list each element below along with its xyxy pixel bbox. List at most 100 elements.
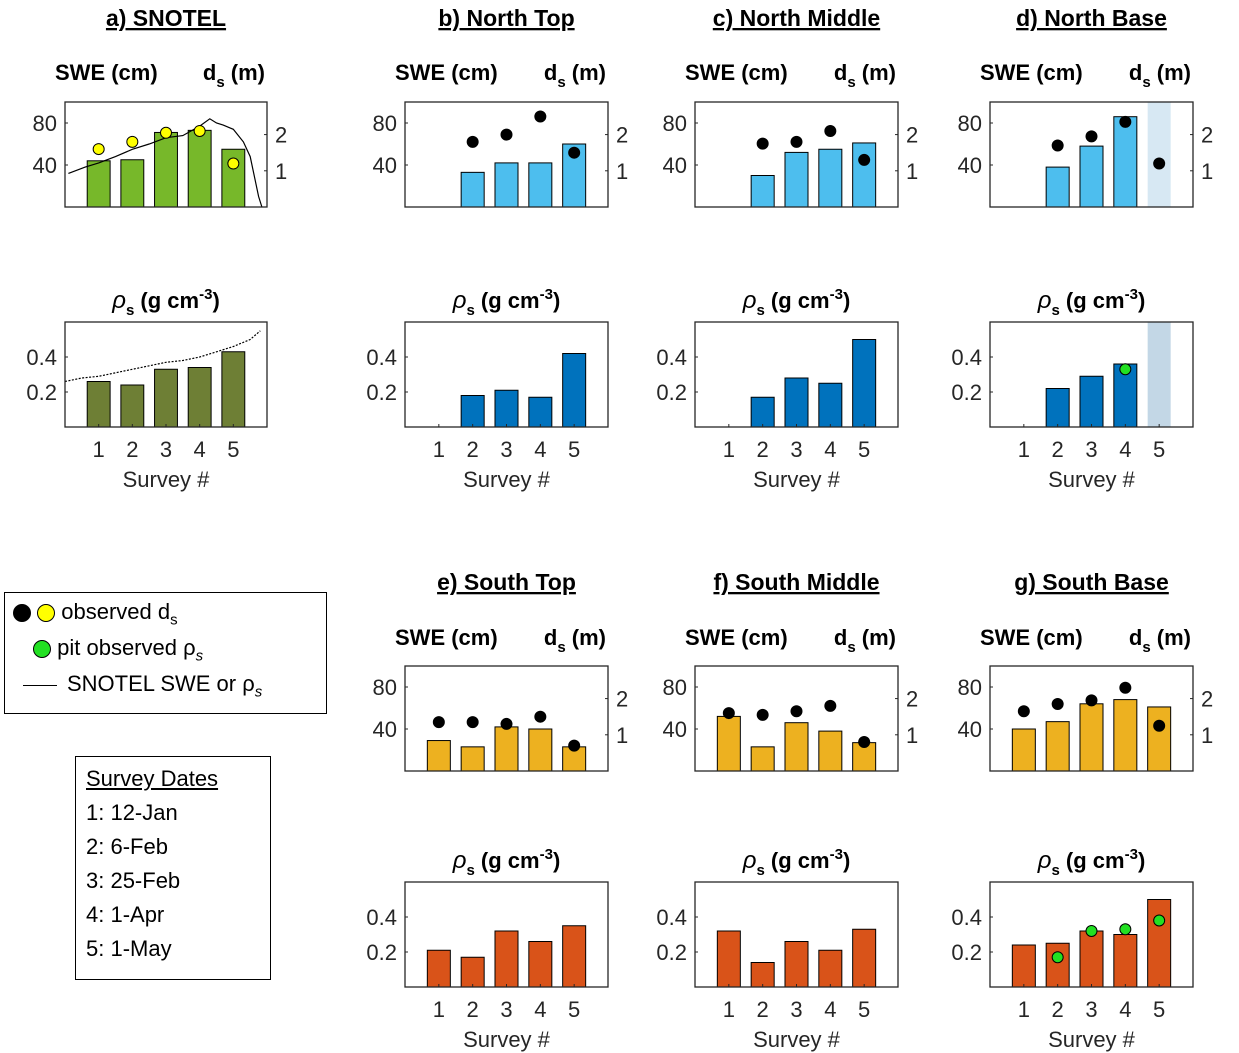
- ds-point: [824, 124, 837, 137]
- rho-bar: [1045, 942, 1070, 988]
- rho-bar: [154, 368, 178, 428]
- ds-point: [790, 135, 803, 148]
- ds-point: [500, 717, 513, 730]
- panel-title: e) South Top: [437, 569, 576, 595]
- swe-header: SWE (cm): [685, 625, 788, 650]
- rho-plot: 0.2 0.4 1 2 3 4 5 Survey #: [366, 321, 609, 492]
- black-dot-icon: [13, 604, 31, 623]
- ds-point: [756, 137, 769, 150]
- ds-point: [534, 110, 547, 123]
- y-tick-label: 0.2: [951, 380, 982, 405]
- swe-plot: 40 80 1 2: [373, 665, 628, 772]
- y2-tick-label: 1: [906, 159, 918, 184]
- rho-bar: [528, 396, 553, 428]
- y-tick-label: 40: [33, 153, 57, 178]
- ds-point: [1153, 719, 1166, 732]
- swe-plot: 40 80 1 2: [373, 101, 628, 208]
- ds-header: ds (m): [1129, 625, 1191, 656]
- y2-tick-label: 2: [1201, 687, 1213, 712]
- pit-rho-point: [1119, 363, 1132, 376]
- swe-plot: 40 80 1 2: [33, 101, 287, 208]
- x-tick-label: 2: [467, 997, 479, 1022]
- rho-bar: [818, 949, 843, 988]
- x-tick-label: 2: [1052, 437, 1064, 462]
- rho-bar: [1079, 375, 1104, 428]
- rho-bar: [1045, 388, 1070, 428]
- y-tick-label: 0.4: [26, 345, 57, 370]
- y-tick-label: 0.4: [366, 345, 397, 370]
- x-tick-label: 3: [790, 997, 802, 1022]
- x-tick-label: 5: [568, 437, 580, 462]
- rho-bar: [716, 930, 741, 988]
- rho-bar: [120, 384, 145, 428]
- legend-snotel-line-sub: s: [254, 683, 263, 701]
- rho-plot: 0.2 0.4 1 2 3 4 5 Survey #: [656, 881, 899, 1052]
- yellow-dot-icon: [37, 604, 56, 623]
- x-axis-label: Survey #: [753, 1027, 841, 1052]
- swe-bar: [1011, 728, 1036, 772]
- swe-bar: [784, 722, 809, 772]
- x-tick-label: 5: [227, 437, 239, 462]
- x-tick-label: 3: [1085, 437, 1097, 462]
- marker-legend: observed ds pit observed ρs SNOTEL SWE o…: [4, 592, 327, 714]
- ds-point: [432, 716, 445, 729]
- x-tick-label: 3: [500, 997, 512, 1022]
- rho-plot: 0.2 0.4 1 2 3 4 5 Survey #: [951, 881, 1194, 1052]
- y-tick-label: 0.2: [951, 940, 982, 965]
- x-tick-label: 2: [126, 437, 138, 462]
- rho-bar: [1113, 934, 1138, 988]
- rho-plot: 0.2 0.4 1 2 3 4 5 Survey #: [366, 881, 609, 1052]
- x-tick-label: 2: [757, 437, 769, 462]
- swe-bar: [750, 175, 775, 208]
- y-tick-label: 0.4: [656, 345, 687, 370]
- y-tick-label: 0.4: [656, 905, 687, 930]
- ds-point: [466, 135, 479, 148]
- panel-title: a) SNOTEL: [106, 5, 226, 31]
- x-axis-label: Survey #: [753, 467, 841, 492]
- ds-point: [92, 143, 105, 156]
- panel-title: f) South Middle: [713, 569, 879, 595]
- y-tick-label: 40: [373, 717, 397, 742]
- x-tick-label: 4: [194, 437, 206, 462]
- ds-header: ds (m): [834, 625, 896, 656]
- survey-dates-title: Survey Dates: [86, 766, 219, 791]
- x-tick-label: 5: [1153, 997, 1165, 1022]
- rho-bar: [426, 949, 451, 988]
- rho-bar: [784, 377, 809, 428]
- y2-tick-label: 2: [616, 687, 628, 712]
- ds-point: [160, 126, 172, 139]
- x-axis-label: Survey #: [463, 467, 551, 492]
- x-tick-label: 2: [467, 437, 479, 462]
- swe-axes-box: [989, 665, 1194, 772]
- y-tick-label: 80: [958, 675, 982, 700]
- y2-tick-label: 1: [616, 723, 628, 748]
- ds-point: [193, 124, 206, 137]
- swe-bar: [716, 715, 741, 772]
- ds-point: [126, 135, 139, 148]
- ds-point: [1153, 157, 1166, 170]
- y-tick-label: 80: [663, 675, 687, 700]
- y-tick-label: 0.2: [366, 380, 397, 405]
- swe-bar: [494, 726, 519, 772]
- legend-snotel-line: SNOTEL SWE or ρs: [23, 669, 263, 701]
- rho-bar: [221, 351, 246, 428]
- ds-header: ds (m): [1129, 60, 1191, 91]
- x-axis-label: Survey #: [123, 467, 211, 492]
- x-tick-label: 3: [500, 437, 512, 462]
- rho-header: ρs (g cm-3): [1037, 286, 1146, 319]
- rho-bar: [494, 389, 519, 428]
- ds-point: [1119, 115, 1132, 128]
- panel-title: c) North Middle: [713, 5, 880, 31]
- pit-rho-point: [1085, 925, 1098, 937]
- ds-point: [1051, 698, 1064, 711]
- x-tick-label: 1: [433, 997, 445, 1022]
- x-tick-label: 4: [1119, 997, 1131, 1022]
- swe-bar: [1113, 116, 1138, 208]
- rho-header: ρs (g cm-3): [742, 286, 851, 319]
- y-tick-label: 80: [33, 111, 57, 136]
- y-tick-label: 0.2: [26, 380, 57, 405]
- ds-header: ds (m): [544, 60, 606, 91]
- ds-point: [824, 699, 837, 712]
- swe-bar: [784, 151, 809, 208]
